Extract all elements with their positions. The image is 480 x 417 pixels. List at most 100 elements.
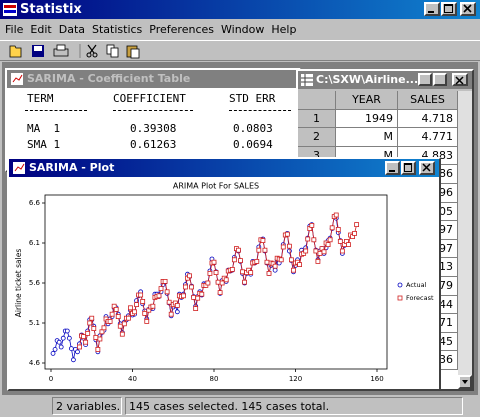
data-point <box>138 292 144 298</box>
app-title-bar: Statistix <box>0 0 480 19</box>
data-point <box>321 249 327 255</box>
close-button[interactable] <box>419 161 435 175</box>
table-cell: 0.61263 <box>130 138 177 151</box>
y-tick-label: 5.6 <box>29 279 41 287</box>
x-tick-label: 80 <box>210 375 219 383</box>
table-cell: 0.0803 <box>233 122 273 135</box>
data-point <box>327 237 333 243</box>
menu-item[interactable]: Window <box>221 23 265 36</box>
data-point <box>142 310 148 316</box>
column-header: TERM <box>27 92 54 105</box>
data-point <box>156 293 162 299</box>
y-tick-label: 6.1 <box>29 239 40 247</box>
data-point <box>260 238 266 243</box>
data-point <box>280 244 286 250</box>
data-point <box>56 339 62 345</box>
data-point <box>109 311 115 317</box>
minimize-button[interactable] <box>424 2 440 16</box>
data-point <box>329 225 335 231</box>
data-point <box>195 295 201 301</box>
data-point <box>207 271 213 276</box>
data-point <box>52 346 58 352</box>
copy-icon[interactable] <box>106 44 119 58</box>
data-point <box>211 259 217 265</box>
close-button[interactable] <box>452 73 468 86</box>
data-point <box>240 269 245 275</box>
data-point <box>215 279 221 285</box>
data-point <box>126 315 131 321</box>
chart: ARIMA Plot For SALES Airline ticket sale… <box>9 177 439 389</box>
table-cell: MA 1 <box>27 122 61 135</box>
data-point <box>286 248 292 254</box>
data-point <box>354 222 360 227</box>
data-point <box>181 293 186 299</box>
x-tick-label: 40 <box>128 375 137 383</box>
separator <box>113 110 193 111</box>
data-point <box>117 323 123 329</box>
data-point <box>85 330 91 336</box>
data-point <box>75 349 80 355</box>
menu-item[interactable]: Statistics <box>92 23 143 36</box>
scroll-down-button[interactable] <box>458 375 472 389</box>
data-point <box>191 295 197 300</box>
data-point <box>95 346 101 352</box>
data-point <box>205 280 211 286</box>
maximize-button[interactable] <box>441 2 457 16</box>
data-point <box>162 279 168 284</box>
data-point <box>242 279 247 285</box>
data-point <box>193 306 199 312</box>
data-point <box>58 344 64 350</box>
data-point <box>134 302 139 307</box>
data-point <box>352 231 357 236</box>
data-point <box>128 305 133 311</box>
minimize-button[interactable] <box>418 73 432 86</box>
chart-title: ARIMA Plot For SALES <box>173 182 259 191</box>
status-bar: 2 variables. 145 cases selected. 145 cas… <box>0 396 480 417</box>
close-button[interactable] <box>460 2 476 16</box>
data-point <box>213 270 219 275</box>
plot-frame <box>44 194 388 370</box>
save-icon[interactable] <box>32 45 44 57</box>
data-point <box>81 334 86 340</box>
app-icon <box>3 3 17 16</box>
separator <box>229 110 291 111</box>
data-point <box>219 280 225 286</box>
minimize-button[interactable] <box>385 161 400 175</box>
data-point <box>229 267 235 272</box>
data-point <box>119 331 125 337</box>
toolbar-icons <box>9 44 140 59</box>
cut-icon[interactable] <box>86 44 98 58</box>
menu-item[interactable]: File <box>5 23 24 36</box>
legend-marker <box>397 295 403 301</box>
data-point <box>150 303 156 309</box>
menu-item[interactable]: Preferences <box>149 23 214 36</box>
menu-item[interactable]: Help <box>271 23 297 36</box>
paste-icon[interactable] <box>126 45 140 59</box>
menu-item[interactable]: Data <box>58 23 85 36</box>
data-point <box>286 243 292 249</box>
maximize-button[interactable] <box>401 161 416 175</box>
data-point <box>189 284 194 290</box>
coefficient-table: TERM COEFFICIENT STD ERR MA 1 0.39308 0.0803 S… <box>7 88 299 170</box>
legend-marker <box>397 282 403 288</box>
maximize-button[interactable] <box>433 73 447 86</box>
menu-item[interactable]: Edit <box>30 23 52 36</box>
data-point <box>64 328 70 334</box>
data-point <box>339 248 345 254</box>
print-icon[interactable] <box>53 44 69 57</box>
data-point <box>93 334 99 340</box>
data-point <box>254 259 260 264</box>
open-icon[interactable] <box>9 45 22 58</box>
data-point <box>333 212 339 218</box>
data-point <box>297 262 302 267</box>
row-header: 2 <box>298 128 336 147</box>
data-point <box>309 223 315 228</box>
data-point <box>77 344 82 350</box>
vertical-scrollbar[interactable] <box>458 91 472 389</box>
x-tick-label: 120 <box>289 375 302 383</box>
data-point <box>266 271 272 276</box>
legend-label: Actual <box>406 281 427 289</box>
data-point <box>335 227 341 232</box>
table-cell: SMA 1 <box>27 138 61 151</box>
data-point <box>346 242 351 247</box>
